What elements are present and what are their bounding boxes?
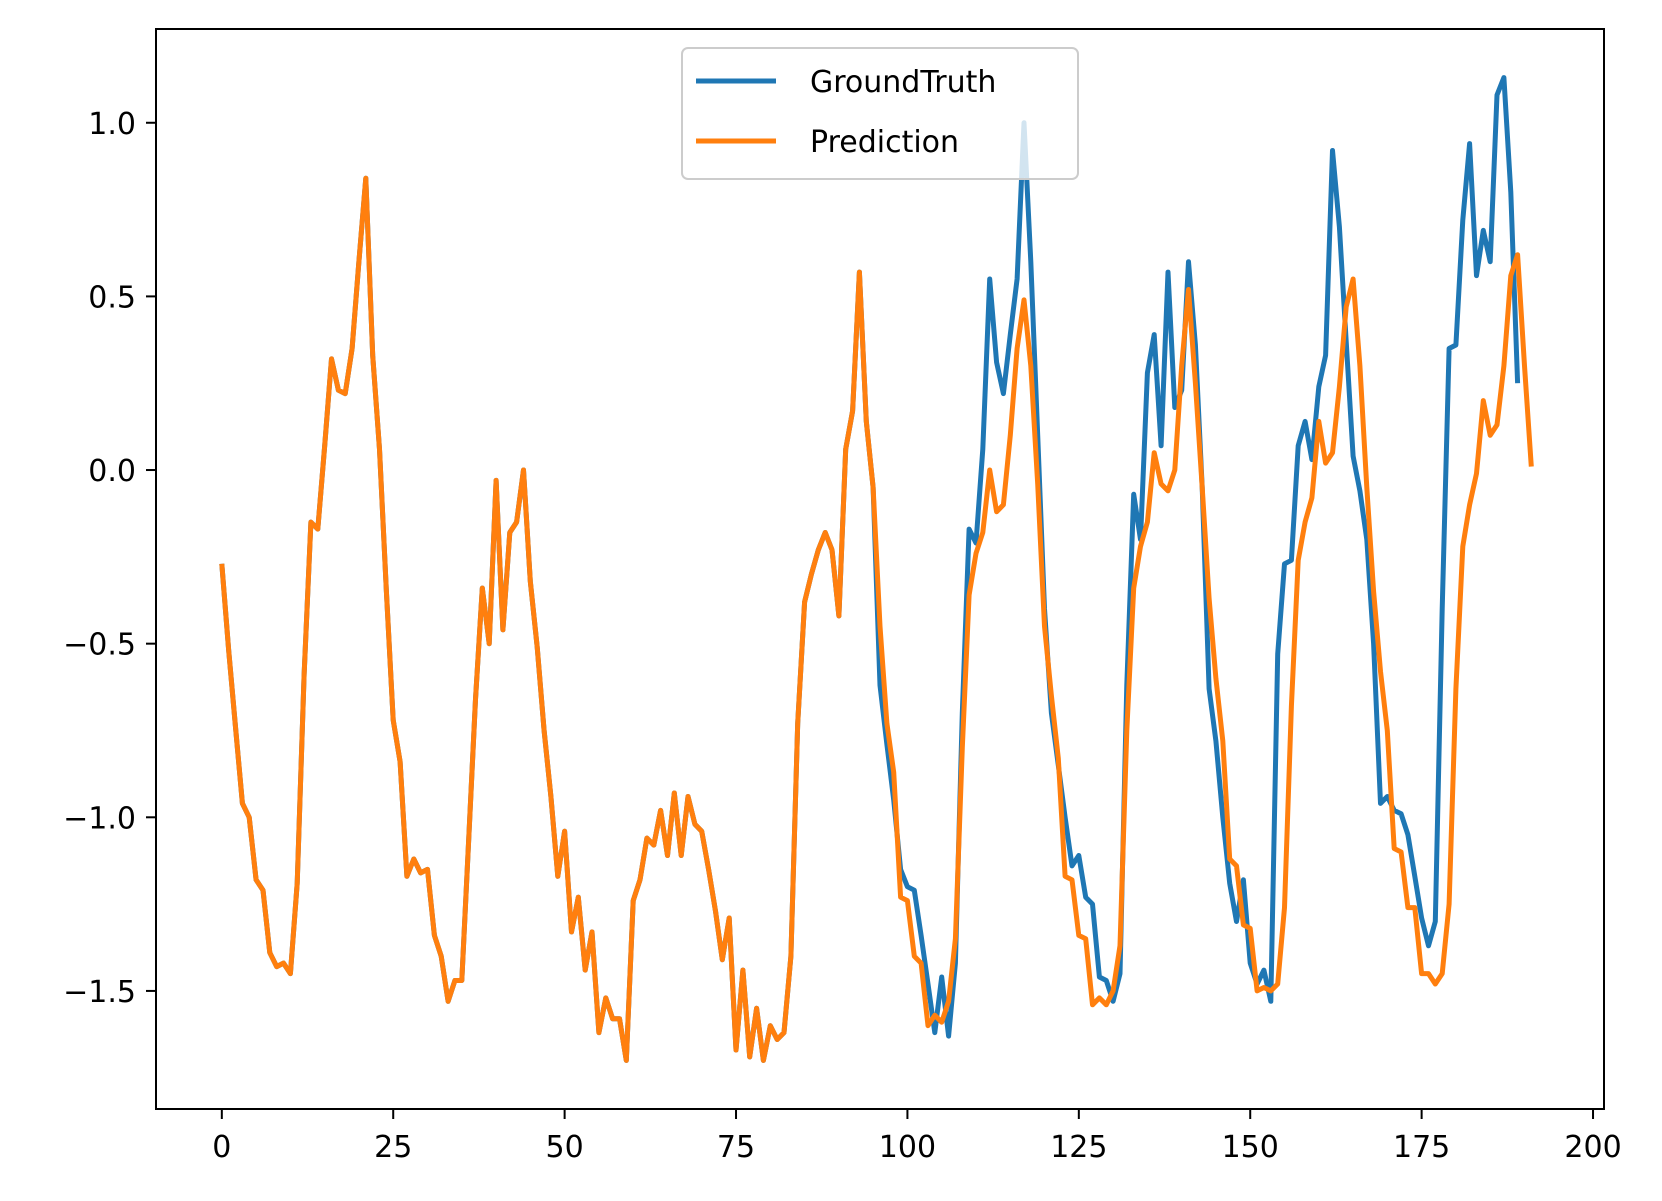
series-line-prediction [219, 175, 1534, 1063]
y-tick-label: 0.5 [88, 280, 136, 315]
x-tick-label: 0 [212, 1130, 231, 1165]
x-tick-label: 175 [1393, 1130, 1450, 1165]
y-axis: −1.5 −1.0 −0.5 0.0 0.5 1.0 [63, 107, 156, 1010]
x-tick-label: 150 [1222, 1130, 1279, 1165]
y-tick-label: −0.5 [63, 628, 136, 663]
y-tick-label: 0.0 [88, 454, 136, 489]
legend-label-groundtruth: GroundTruth [810, 65, 996, 100]
x-tick-label: 200 [1564, 1130, 1621, 1165]
y-tick-label: −1.5 [63, 975, 136, 1010]
legend-label-prediction: Prediction [810, 125, 959, 160]
x-axis: 0 25 50 75 100 125 150 175 200 [212, 1109, 1622, 1165]
series-lines [219, 75, 1534, 1063]
x-tick-label: 75 [717, 1130, 755, 1165]
x-tick-label: 50 [546, 1130, 584, 1165]
plot-frame [155, 28, 1605, 1110]
legend-box [681, 47, 1079, 180]
x-tick-label: 125 [1050, 1130, 1107, 1165]
legend: GroundTruth Prediction [681, 47, 1079, 180]
y-tick-label: 1.0 [88, 107, 136, 142]
x-tick-label: 100 [879, 1130, 936, 1165]
x-tick-label: 25 [374, 1130, 412, 1165]
y-tick-label: −1.0 [63, 801, 136, 836]
